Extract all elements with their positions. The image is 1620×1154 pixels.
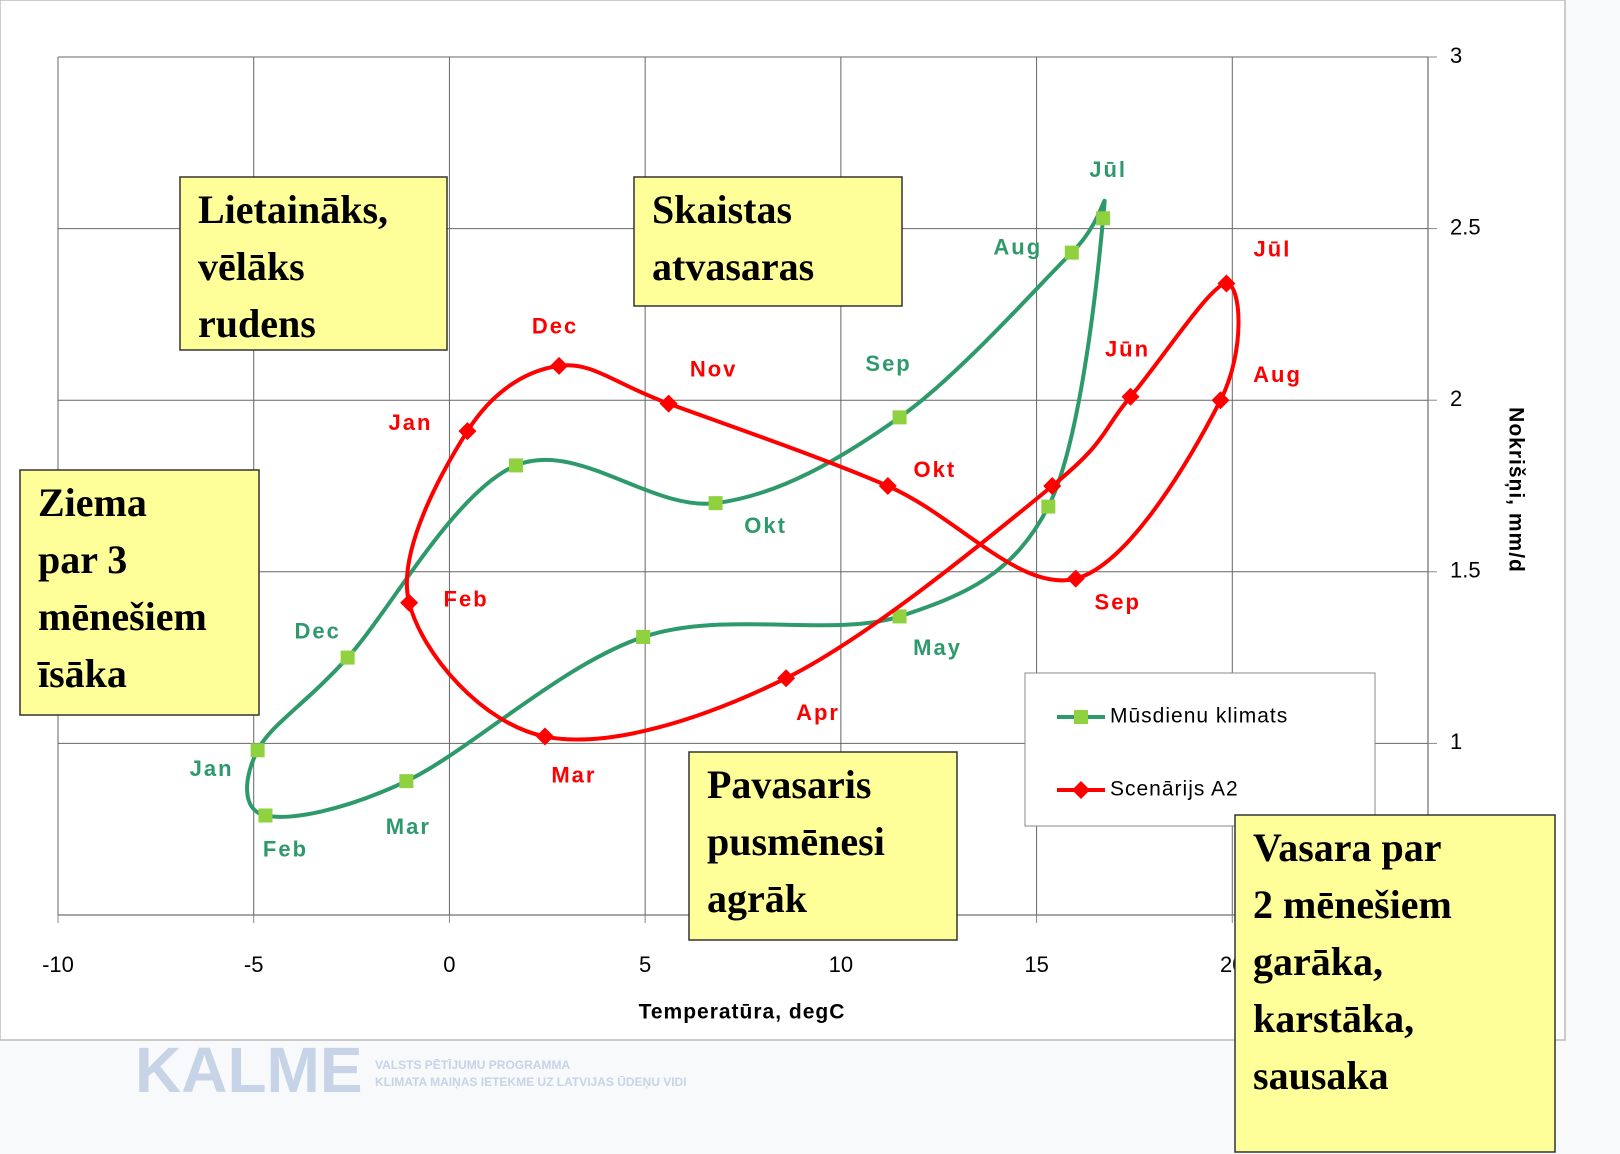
point-label: May: [913, 635, 962, 660]
x-tick-label: 0: [443, 952, 455, 977]
point-label: Mar: [386, 814, 431, 839]
annotation-text: Pavasaris: [707, 762, 871, 807]
annotation-box: [1234, 814, 1556, 1153]
footer-logo: KALME: [135, 1034, 363, 1106]
marker: [892, 609, 907, 624]
point-label: Jan: [388, 410, 432, 435]
annotation-box: [688, 751, 958, 941]
marker: [1074, 710, 1088, 724]
annotation-box: [19, 469, 260, 716]
marker: [878, 477, 897, 495]
annotation-text: karstāka,: [1253, 996, 1414, 1041]
point-label: Dec: [294, 618, 340, 643]
marker: [1072, 781, 1090, 799]
x-tick-label: -10: [42, 952, 74, 977]
point-label: Feb: [263, 836, 308, 861]
marker: [399, 774, 414, 789]
marker: [1217, 274, 1236, 293]
point-label: Sep: [865, 351, 911, 376]
x-tick-label: 10: [829, 952, 853, 977]
point-label: Mar: [551, 762, 596, 787]
marker: [1211, 391, 1230, 410]
x-tick-label: -5: [244, 952, 264, 977]
point-label: Okt: [913, 457, 956, 482]
marker: [535, 727, 554, 746]
marker: [708, 496, 723, 511]
x-tick-label: 15: [1024, 952, 1048, 977]
marker: [340, 650, 355, 665]
point-label: Jūn: [1105, 337, 1150, 362]
marker: [636, 630, 651, 645]
marker: [1121, 387, 1140, 406]
annotation-text: Vasara par: [1253, 825, 1442, 870]
annotation-text: Skaistas: [652, 187, 792, 232]
marker: [458, 422, 477, 441]
annotation-text: mēnešiem: [38, 594, 207, 639]
x-tick-label: 5: [639, 952, 651, 977]
annotation-text: Ziema: [38, 480, 147, 525]
annotation-text: par 3: [38, 537, 127, 582]
point-label: Okt: [744, 513, 787, 538]
legend-label: Mūsdienu klimats: [1110, 705, 1288, 728]
annotation-text: agrāk: [707, 876, 808, 921]
footer-line: VALSTS PĒTĪJUMU PROGRAMMA: [375, 1058, 570, 1072]
annotation-box: [633, 176, 903, 307]
y-tick-label: 2: [1450, 386, 1462, 411]
x-axis-title: Temperatūra, degC: [639, 1001, 846, 1024]
y-tick-label: 1: [1450, 729, 1462, 754]
annotation-text: Lietaināks,: [198, 187, 388, 232]
annotation-text: garāka,: [1253, 939, 1383, 984]
legend-box: [1024, 672, 1376, 827]
annotation-text: īsāka: [37, 651, 127, 696]
annotation-text: vēlāks: [198, 244, 305, 289]
point-label: Jūl: [1254, 236, 1292, 261]
annotation-text: sausaka: [1253, 1053, 1389, 1098]
y-tick-label: 1.5: [1450, 558, 1481, 583]
annotation-text: 2 mēnešiem: [1253, 882, 1452, 927]
marker: [659, 394, 678, 413]
marker: [250, 743, 265, 758]
point-label: Dec: [532, 314, 578, 339]
marker: [892, 410, 907, 425]
marker: [1096, 211, 1111, 226]
point-label: Aug: [1253, 362, 1302, 387]
marker: [400, 593, 419, 612]
y-tick-label: 3: [1450, 43, 1462, 68]
annotation-text: pusmēnesi: [707, 819, 885, 864]
marker: [1066, 569, 1085, 588]
marker: [550, 356, 569, 375]
point-label: Jan: [190, 756, 234, 781]
annotation-text: rudens: [198, 301, 316, 346]
annotation-box: [179, 176, 448, 351]
point-label: Nov: [690, 356, 738, 381]
marker: [1041, 499, 1056, 514]
y-tick-label: 2.5: [1450, 214, 1481, 239]
marker: [777, 669, 796, 688]
marker: [1043, 477, 1062, 495]
marker: [258, 808, 273, 823]
point-label: Aug: [993, 234, 1042, 259]
annotation-text: atvasaras: [652, 244, 814, 289]
point-label: Feb: [444, 587, 489, 612]
y-axis-title: Nokrišņi, mm/d: [1504, 407, 1527, 573]
legend-label: Scenārijs A2: [1110, 778, 1239, 801]
marker: [508, 458, 523, 473]
point-label: Jūl: [1089, 157, 1127, 182]
marker: [1064, 245, 1079, 260]
point-label: Sep: [1095, 589, 1141, 614]
point-label: Apr: [796, 700, 840, 725]
footer-line: KLIMATA MAIŅAS IETEKME UZ LATVIJAS ŪDEŅU…: [375, 1075, 687, 1089]
